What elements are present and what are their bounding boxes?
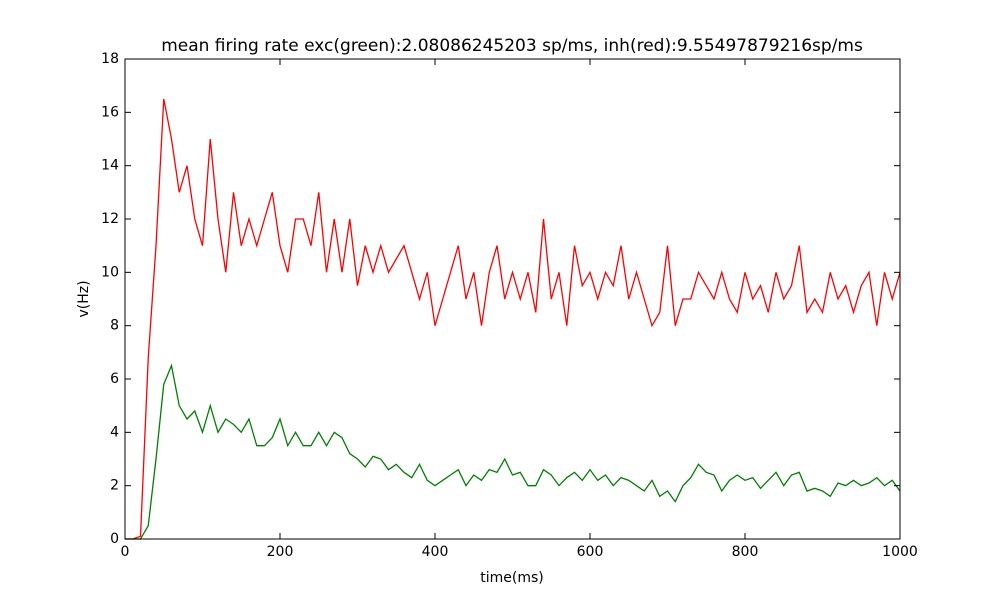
y-tick-label: 4 xyxy=(110,424,119,440)
x-tick-label: 0 xyxy=(121,544,130,560)
x-tick-label: 1000 xyxy=(882,544,918,560)
x-tick-label: 400 xyxy=(422,544,449,560)
y-tick-label: 18 xyxy=(101,51,119,67)
y-axis-label: v(Hz) xyxy=(76,280,92,317)
chart-title: mean firing rate exc(green):2.0808624520… xyxy=(161,36,863,56)
x-axis-label: time(ms) xyxy=(480,570,544,586)
y-tick-label: 10 xyxy=(101,264,119,280)
y-tick-label: 0 xyxy=(110,531,119,547)
x-tick-label: 600 xyxy=(577,544,604,560)
y-tick-label: 6 xyxy=(110,371,119,387)
y-tick-label: 16 xyxy=(101,104,119,120)
y-tick-label: 12 xyxy=(101,211,119,227)
data-line xyxy=(125,363,901,540)
y-tick-label: 8 xyxy=(110,318,119,334)
data-line xyxy=(125,98,901,540)
x-tick-label: 800 xyxy=(732,544,759,560)
y-tick-label: 2 xyxy=(110,478,119,494)
x-tick-label: 200 xyxy=(267,544,294,560)
plot-frame xyxy=(124,58,901,540)
y-tick-label: 14 xyxy=(101,158,119,174)
